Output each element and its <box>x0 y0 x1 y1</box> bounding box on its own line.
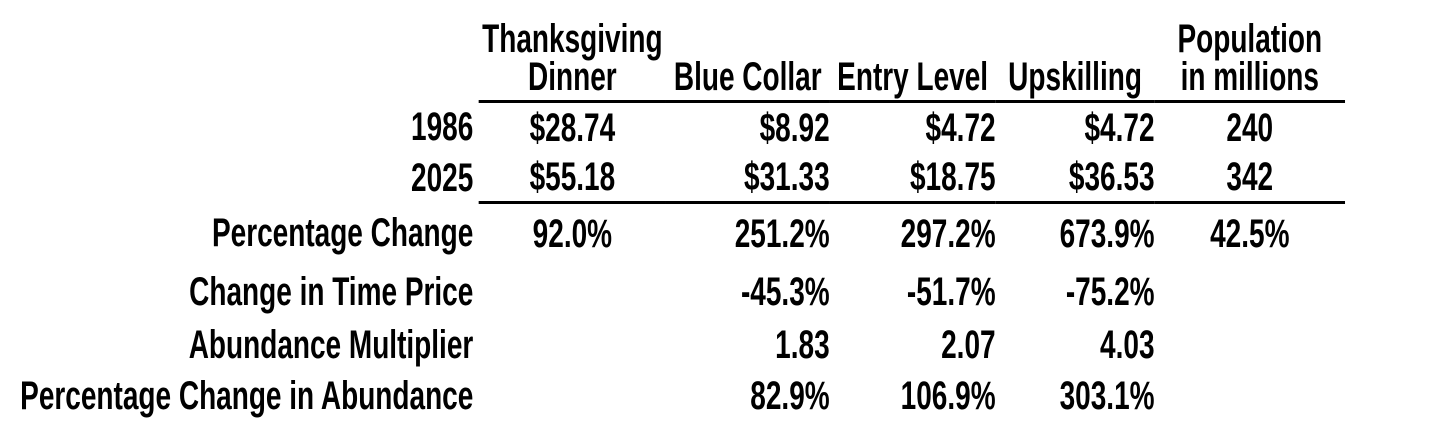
column-header-entry-level: Entry Level <box>829 2 996 103</box>
column-header-population: Population in millions <box>1154 2 1346 103</box>
table-cell <box>1155 371 1345 423</box>
column-header-label: Blue Collar <box>673 55 822 99</box>
row-label: 2025 <box>411 155 474 200</box>
table-cell: $18.75 <box>829 153 996 204</box>
row-percentage-change-in-abundance: Percentage Change in Abundance 82.9% 106… <box>0 371 1345 423</box>
table-cell: 106.9% <box>900 374 996 418</box>
table-cell <box>1155 265 1345 321</box>
table-cell <box>1155 321 1345 371</box>
table-cell: 4.03 <box>1100 323 1155 367</box>
table-cell: 92.0% <box>532 211 613 256</box>
corner-cell <box>0 2 479 102</box>
table-cell: $55.18 <box>478 153 666 204</box>
row-2025: 2025 $55.18 $31.33 $18.75 $36.53 342 <box>0 153 1346 204</box>
table-cell: 42.5% <box>1210 211 1290 256</box>
table-cell: $4.72 <box>1084 105 1155 150</box>
row-label: Abundance Multiplier <box>188 323 474 367</box>
table-cell: -75.2% <box>1065 270 1155 314</box>
table-cell: $28.74 <box>529 105 616 150</box>
row-label: Percentage Change in Abundance <box>20 374 474 418</box>
table-cell: 82.9% <box>750 374 830 418</box>
header-row: Thanksgiving Dinner Blue Collar Entry Le… <box>0 2 1346 103</box>
table-cell <box>479 371 666 423</box>
column-header-thanksgiving-dinner: Thanksgiving Dinner <box>478 2 666 103</box>
table-cell: 303.1% <box>1059 374 1155 418</box>
row-percentage-change: Percentage Change 92.0% 251.2% 297.2% 67… <box>0 203 1345 265</box>
table-cell: -45.3% <box>740 270 830 314</box>
table-cell: -51.7% <box>906 270 996 314</box>
table-cell: 342 <box>1154 153 1346 204</box>
row-1986: 1986 $28.74 $8.92 $4.72 $4.72 240 <box>0 102 1345 154</box>
column-header-blue-collar: Blue Collar <box>665 2 830 103</box>
row-abundance-multiplier: Abundance Multiplier 1.83 2.07 4.03 <box>0 321 1345 371</box>
row-change-in-time-price: Change in Time Price -45.3% -51.7% -75.2… <box>0 265 1345 321</box>
row-label: Change in Time Price <box>189 270 474 314</box>
table-cell: 251.2% <box>734 211 830 256</box>
column-header-label: Entry Level <box>837 55 989 99</box>
table-cell: $31.33 <box>665 153 830 204</box>
column-header-label: Upskilling <box>1008 55 1142 99</box>
table-cell: 240 <box>1226 105 1274 150</box>
table-cell: 1.83 <box>775 323 830 367</box>
table-cell: 297.2% <box>900 211 996 256</box>
time-price-table: Thanksgiving Dinner Blue Collar Entry Le… <box>0 2 1346 423</box>
table-cell <box>479 321 666 371</box>
column-header-upskilling: Upskilling <box>995 2 1155 103</box>
abundance-table: Thanksgiving Dinner Blue Collar Entry Le… <box>0 2 1346 423</box>
column-header-label: Thanksgiving Dinner <box>482 17 663 99</box>
row-label: Percentage Change <box>211 211 474 255</box>
row-label: 1986 <box>411 105 474 149</box>
table-cell: $36.53 <box>995 153 1155 204</box>
table-cell: $8.92 <box>759 105 830 150</box>
column-header-label: Population in millions <box>1177 17 1323 99</box>
table-cell: 673.9% <box>1059 211 1155 256</box>
table-cell: 2.07 <box>941 323 996 367</box>
table-cell: $4.72 <box>925 105 996 150</box>
table-cell <box>479 265 666 321</box>
